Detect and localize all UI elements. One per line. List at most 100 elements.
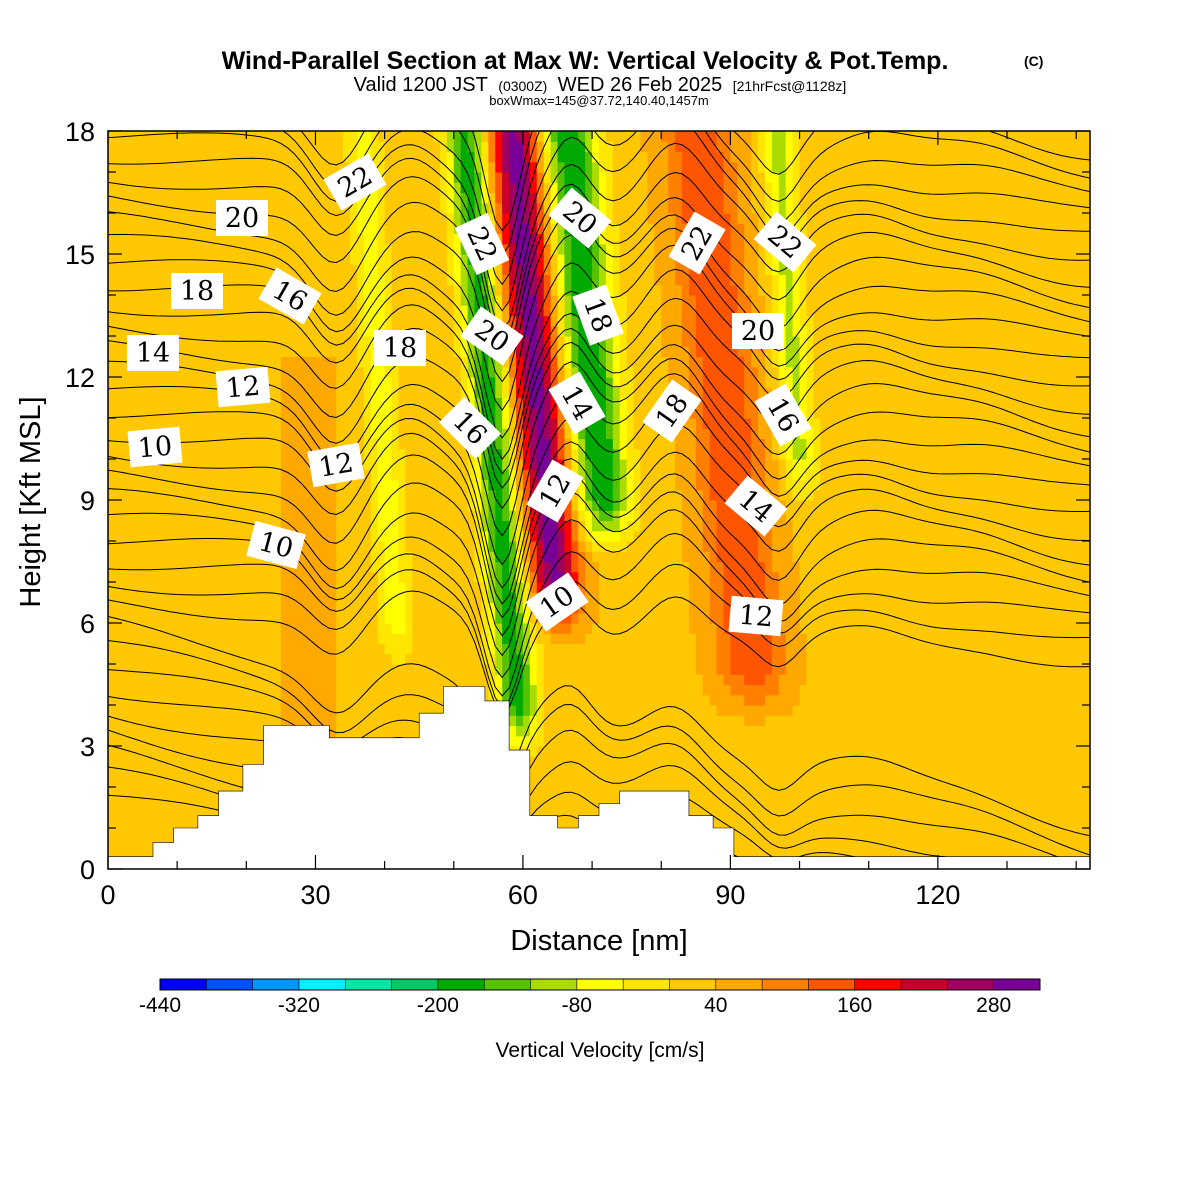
velocity-cell — [453, 243, 462, 255]
velocity-cell — [232, 520, 240, 532]
velocity-cell — [308, 387, 317, 399]
velocity-cell — [578, 530, 586, 542]
velocity-cell — [356, 213, 365, 224]
velocity-cell — [156, 172, 164, 183]
velocity-cell — [301, 325, 310, 337]
velocity-cell — [571, 746, 579, 757]
velocity-cell — [439, 653, 448, 665]
velocity-cell — [315, 653, 323, 665]
velocity-cell — [190, 387, 199, 399]
velocity-cell — [384, 561, 393, 573]
velocity-cell — [419, 633, 427, 645]
velocity-cell — [536, 213, 545, 224]
velocity-cell — [405, 264, 413, 276]
velocity-cell — [114, 182, 123, 194]
velocity-cell — [260, 182, 268, 194]
velocity-cell — [149, 295, 158, 306]
velocity-cell — [329, 407, 337, 419]
velocity-cell — [336, 520, 344, 532]
velocity-cell — [211, 387, 220, 399]
velocity-cell — [142, 551, 151, 563]
velocity-cell — [557, 284, 566, 296]
velocity-cell — [108, 500, 116, 511]
velocity-cell — [232, 571, 240, 583]
velocity-cell — [446, 336, 455, 347]
velocity-cell — [301, 510, 310, 522]
velocity-cell — [225, 766, 234, 778]
velocity-cell — [377, 366, 386, 378]
velocity-cell — [246, 284, 254, 296]
velocity-cell — [149, 387, 158, 399]
velocity-cell — [121, 684, 130, 696]
velocity-cell — [550, 674, 559, 686]
velocity-cell — [543, 243, 552, 255]
velocity-cell — [197, 448, 206, 460]
velocity-cell — [446, 623, 455, 634]
velocity-cell — [156, 541, 164, 552]
velocity-cell — [287, 151, 296, 163]
velocity-cell — [509, 735, 517, 747]
velocity-cell — [108, 653, 116, 665]
velocity-cell — [370, 366, 379, 378]
velocity-cell — [163, 182, 171, 194]
velocity-cell — [474, 582, 483, 593]
velocity-cell — [253, 705, 261, 716]
velocity-cell — [529, 151, 538, 163]
velocity-cell — [557, 684, 566, 696]
velocity-cell — [246, 182, 254, 194]
velocity-cell — [211, 223, 220, 235]
velocity-cell — [177, 602, 185, 614]
velocity-cell — [384, 274, 393, 286]
velocity-cell — [267, 674, 275, 686]
velocity-cell — [142, 397, 151, 409]
velocity-cell — [481, 161, 489, 173]
velocity-cell — [398, 418, 406, 429]
velocity-cell — [218, 561, 227, 573]
velocity-cell — [564, 233, 572, 245]
velocity-cell — [163, 397, 171, 409]
velocity-cell — [114, 428, 123, 440]
velocity-cell — [267, 202, 275, 214]
velocity-cell — [211, 541, 220, 552]
velocity-cell — [246, 705, 254, 716]
velocity-cell — [391, 520, 400, 532]
velocity-cell — [370, 407, 379, 419]
velocity-cell — [543, 684, 552, 696]
velocity-cell — [460, 141, 469, 153]
velocity-cell — [426, 643, 434, 655]
velocity-cell — [177, 551, 185, 563]
velocity-cell — [225, 653, 234, 665]
velocity-cell — [322, 407, 330, 419]
velocity-cell — [412, 161, 420, 173]
velocity-cell — [204, 418, 213, 429]
velocity-cell — [543, 776, 552, 788]
velocity-cell — [114, 776, 123, 788]
velocity-cell — [578, 766, 586, 778]
velocity-cell — [536, 787, 545, 798]
velocity-cell — [149, 397, 158, 409]
velocity-cell — [370, 551, 379, 563]
velocity-cell — [232, 776, 240, 788]
velocity-cell — [239, 356, 247, 368]
velocity-cell — [239, 448, 247, 460]
velocity-cell — [114, 797, 123, 809]
velocity-cell — [135, 274, 144, 286]
velocity-cell — [439, 387, 448, 399]
velocity-cell — [142, 500, 151, 511]
velocity-cell — [301, 254, 310, 265]
velocity-cell — [308, 346, 317, 358]
velocity-cell — [453, 141, 462, 153]
velocity-cell — [114, 295, 123, 306]
velocity-cell — [177, 746, 185, 757]
velocity-cell — [571, 715, 579, 727]
velocity-cell — [190, 571, 199, 583]
velocity-cell — [343, 387, 351, 399]
velocity-cell — [516, 510, 524, 522]
velocity-cell — [170, 602, 178, 614]
velocity-cell — [329, 612, 337, 624]
velocity-cell — [433, 346, 441, 358]
velocity-cell — [419, 571, 427, 583]
velocity-cell — [433, 213, 441, 224]
velocity-cell — [121, 766, 130, 778]
velocity-cell — [177, 264, 185, 276]
